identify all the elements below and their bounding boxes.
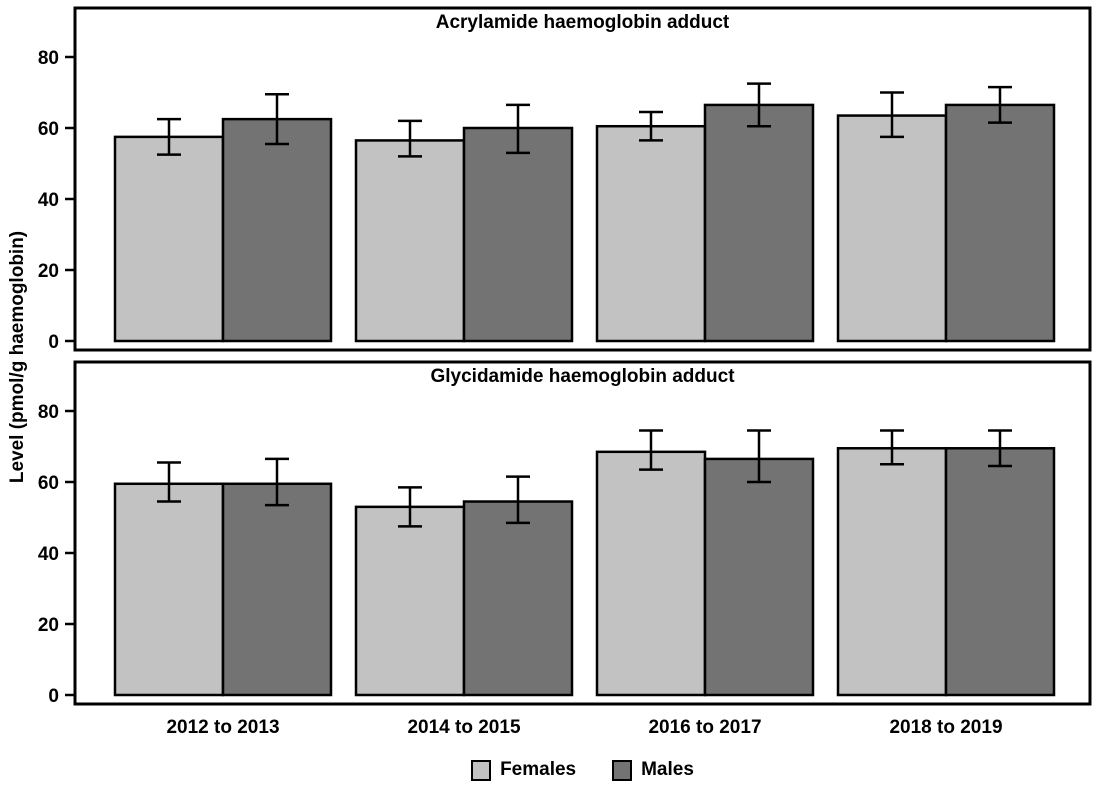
- y-tick-label: 20: [38, 615, 59, 636]
- x-tick-label-2016-2017: 2016 to 2017: [648, 717, 762, 738]
- panel-frame: [73, 360, 1092, 706]
- bar-females-2014-to-2015: [354, 139, 466, 343]
- legend: Females Males: [75, 759, 1090, 781]
- bar-males-2014-to-2015: [462, 500, 574, 697]
- panel-glycidamide-chart: 0 20 40 60 80: [38, 360, 1092, 707]
- bar-females-2012-to-2013: [113, 482, 225, 697]
- y-tick-label: 60: [38, 473, 59, 494]
- bar-females-2018-to-2019: [836, 114, 948, 343]
- bar-males-2014-to-2015: [462, 126, 574, 343]
- legend-label-males: Males: [641, 759, 694, 780]
- panel-title-acrylamide: Acrylamide haemoglobin adduct: [435, 12, 730, 33]
- x-tick-label-2014-2015: 2014 to 2015: [407, 717, 521, 738]
- bar-males-2012-to-2013: [221, 117, 333, 343]
- y-tick-label: 0: [48, 332, 59, 353]
- legend-label-females: Females: [500, 759, 577, 780]
- x-tick-label-2012-2013: 2012 to 2013: [166, 717, 280, 738]
- panel-frame: [73, 6, 1092, 352]
- panel-title-glycidamide: Glycidamide haemoglobin adduct: [430, 366, 735, 387]
- y-tick-label: 40: [38, 190, 59, 211]
- bar-males-2016-to-2017: [703, 457, 815, 697]
- legend-item-males: Males: [612, 759, 694, 781]
- legend-item-females: Females: [471, 759, 576, 781]
- bar-males-2018-to-2019: [944, 103, 1056, 343]
- bar-females-2012-to-2013: [113, 135, 225, 343]
- y-tick-label: 60: [38, 119, 59, 140]
- y-tick-label: 40: [38, 544, 59, 565]
- females-swatch-icon: [471, 759, 492, 781]
- bar-females-2018-to-2019: [836, 447, 948, 697]
- bar-females-2016-to-2017: [595, 450, 707, 697]
- y-tick-label: 0: [48, 686, 59, 707]
- y-tick-label: 80: [38, 402, 59, 423]
- x-tick-label-2018-2019: 2018 to 2019: [889, 717, 1003, 738]
- bar-females-2016-to-2017: [595, 124, 707, 343]
- males-swatch-icon: [612, 759, 633, 781]
- bar-males-2012-to-2013: [221, 482, 333, 697]
- panel-acrylamide-chart: 0 20 40 60 80: [38, 6, 1092, 353]
- y-tick-label: 20: [38, 261, 59, 282]
- bar-males-2016-to-2017: [703, 103, 815, 343]
- bar-females-2014-to-2015: [354, 505, 466, 697]
- y-tick-label: 80: [38, 48, 59, 69]
- bar-males-2018-to-2019: [944, 447, 1056, 697]
